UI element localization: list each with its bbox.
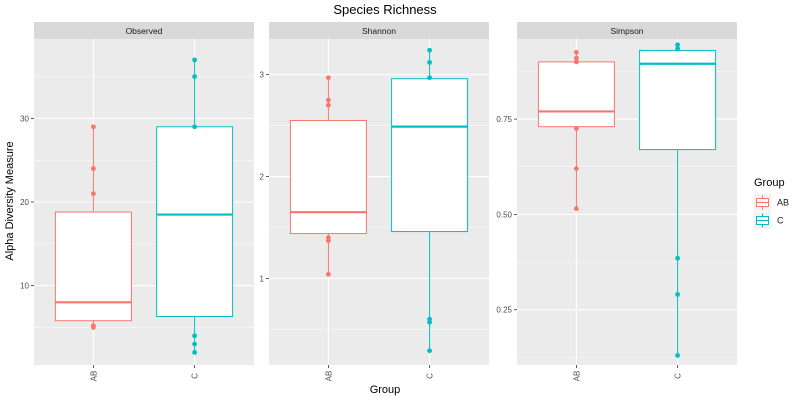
data-point <box>192 333 198 339</box>
facet-strip <box>517 22 737 39</box>
y-tick-label: 3 <box>260 71 265 80</box>
box-iqr <box>537 61 615 128</box>
data-point <box>574 126 579 132</box>
data-point <box>574 206 579 212</box>
facet-strip-label: Simpson <box>610 26 643 36</box>
x-tick-label: AB <box>324 371 333 382</box>
data-point <box>427 75 432 81</box>
data-point <box>326 235 331 241</box>
y-tick-label: 1 <box>260 274 265 283</box>
facet-strip-label: Shannon <box>362 26 396 36</box>
data-point <box>574 49 579 55</box>
x-tick-label: C <box>674 373 683 379</box>
legend-key-ab: AB <box>754 194 789 211</box>
data-point <box>675 42 680 48</box>
data-point <box>326 75 331 81</box>
facet-observed: Observed 10 20 30 AB C <box>20 22 254 381</box>
box-ab <box>54 124 132 330</box>
chart-title: Species Richness <box>333 2 437 17</box>
data-point <box>192 57 198 63</box>
legend-keys: AB C <box>754 194 789 229</box>
data-point <box>427 348 432 354</box>
y-tick-label: 2 <box>260 173 265 182</box>
box-ab <box>537 49 615 212</box>
data-point <box>675 292 680 297</box>
box-iqr <box>289 120 367 235</box>
legend: Group AB C <box>754 177 789 229</box>
data-point <box>574 166 579 172</box>
data-point <box>326 271 331 277</box>
x-tick-label: C <box>191 373 200 379</box>
box-iqr <box>391 78 469 233</box>
data-point <box>192 350 198 355</box>
box-c <box>156 57 234 355</box>
facet-simpson: Simpson 0.25 0.50 0.75 AB C <box>496 22 737 381</box>
data-point <box>192 341 198 347</box>
facet-strip <box>34 22 254 39</box>
y-tick-label: 10 <box>20 282 29 291</box>
y-tick-label: 0.50 <box>496 210 512 219</box>
data-point <box>574 59 579 65</box>
legend-title: Group <box>754 177 785 189</box>
data-point <box>427 316 432 322</box>
facet-strip-label: Observed <box>126 26 163 36</box>
data-point <box>427 60 432 65</box>
data-point <box>675 46 680 51</box>
data-point <box>91 124 96 130</box>
data-point <box>91 191 96 197</box>
data-point <box>427 47 432 53</box>
x-tick-label: AB <box>89 371 98 382</box>
legend-label: AB <box>777 198 789 208</box>
y-tick-label: 30 <box>20 114 29 123</box>
data-point <box>91 323 96 329</box>
x-axis-title: Group <box>370 384 401 396</box>
data-point <box>91 166 96 171</box>
data-point <box>675 255 680 261</box>
data-point <box>192 74 198 80</box>
x-tick-label: C <box>426 373 435 379</box>
box-iqr <box>156 126 234 318</box>
data-point <box>675 353 680 358</box>
data-point <box>574 55 579 61</box>
data-point <box>326 102 331 108</box>
box-iqr <box>639 49 717 151</box>
box-c <box>639 42 717 358</box>
data-point <box>192 124 198 130</box>
box-iqr <box>54 211 132 322</box>
box-ab <box>289 75 367 277</box>
facet-strip <box>269 22 489 39</box>
y-tick-label: 20 <box>20 198 29 207</box>
legend-label: C <box>777 216 784 226</box>
y-tick-label: 0.75 <box>496 115 512 124</box>
y-tick-label: 0.25 <box>496 306 512 315</box>
facet-panels: Observed 10 20 30 AB C Shannon 1 2 3 AB C Simpson 0.2… <box>20 22 737 381</box>
box-c <box>391 47 469 354</box>
y-axis-title: Alpha Diversity Measure <box>4 141 16 260</box>
x-tick-label: AB <box>572 371 581 382</box>
legend-key-c: C <box>754 212 784 229</box>
facet-shannon: Shannon 1 2 3 AB C <box>260 22 489 381</box>
data-point <box>326 97 331 103</box>
